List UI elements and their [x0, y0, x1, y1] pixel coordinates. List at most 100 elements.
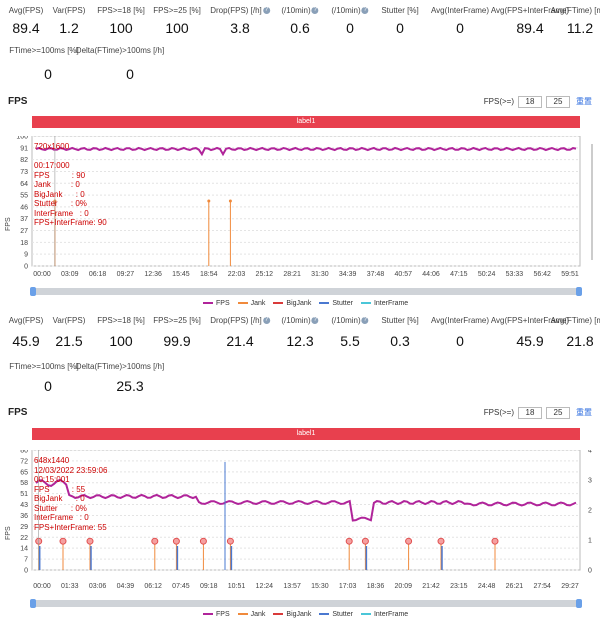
help-icon[interactable]: ? [361, 317, 369, 325]
stat-value: 21.8 [566, 333, 594, 349]
jank-point [151, 537, 159, 545]
legend-item-jank[interactable]: Jank [250, 611, 266, 618]
x-tick-label: 09:18 [200, 583, 218, 590]
stat-label: FTime>=100ms [%] [9, 362, 79, 371]
stat-value: 100 [109, 20, 133, 36]
jank-point [199, 537, 207, 545]
label-banner[interactable]: label1 [32, 428, 580, 440]
label-banner[interactable]: label1 [32, 116, 580, 128]
stat-label: FPS>=18 [%] [97, 316, 145, 325]
scroll-handle-right[interactable] [576, 599, 582, 608]
x-tick-label: 06:12 [144, 583, 162, 590]
stat-label: Var(FPS) [52, 316, 86, 325]
stat-value: 25.3 [116, 378, 144, 394]
x-tick-label: 31:30 [311, 271, 329, 278]
fps-threshold-input-2[interactable]: 25 [546, 407, 570, 419]
stat-value: 0 [346, 20, 354, 36]
stat-label: Drop(FPS) [/h]? [210, 316, 270, 325]
jank-point [437, 537, 445, 545]
fps-threshold-input-2[interactable]: 25 [546, 96, 570, 108]
x-tick-label: 23:15 [450, 583, 468, 590]
legend-item-fps[interactable]: FPS [216, 611, 230, 618]
stat-value: 0 [456, 333, 464, 349]
x-tick-label: 00:00 [33, 583, 51, 590]
legend-swatch [237, 613, 248, 616]
fps-threshold-input-1[interactable]: 18 [518, 407, 542, 419]
stat-value: 3.8 [230, 20, 250, 36]
x-tick-label: 25:12 [256, 271, 274, 278]
x-tick-label: 15:30 [311, 583, 329, 590]
scroll-handle-left[interactable] [30, 287, 36, 296]
help-icon[interactable]: ? [262, 317, 270, 325]
fps-chart[interactable]: 100 91 82 73 64 55 46 37 27 18 9 0 FPS 00:00 03:09 06:1… [0, 136, 600, 288]
stat-value: 0 [44, 66, 52, 82]
stat-label: (/10min)? [331, 316, 369, 325]
reset-button[interactable]: 重置 [576, 408, 592, 418]
jank-point [207, 199, 211, 203]
x-tick-label: 27:54 [533, 583, 551, 590]
x-tick-label: 01:33 [61, 583, 79, 590]
y-axis-label: FPS [5, 526, 12, 540]
legend-item-bigjank[interactable]: BigJank [286, 611, 312, 618]
stat-value: 89.4 [12, 20, 40, 36]
plot-frame [31, 450, 581, 571]
y-tick-label: 91 [20, 145, 28, 152]
stat-label: FPS>=25 [%] [153, 316, 201, 325]
y-tick-label: 46 [20, 204, 28, 211]
x-tick-label: 47:15 [450, 271, 468, 278]
stat-label: FTime>=100ms [%] [9, 46, 79, 55]
legend-item-bigjank[interactable]: BigJank [286, 300, 312, 307]
legend-item-interframe[interactable]: InterFrame [373, 300, 409, 307]
fps-threshold-controls: FPS(>=) 18 25 重置 [484, 96, 592, 108]
x-tick-label: 00:00 [33, 271, 51, 278]
jank-point [491, 537, 499, 545]
help-icon[interactable]: ? [311, 317, 319, 325]
stat-value: 5.5 [340, 333, 360, 349]
stat-value: 0.3 [390, 333, 410, 349]
x-tick-label: 06:18 [89, 271, 107, 278]
stat-value: 21.5 [55, 333, 83, 349]
stat-label: FPS>=18 [%] [97, 6, 145, 15]
x-tick-label: 07:45 [172, 583, 190, 590]
help-icon[interactable]: ? [262, 7, 270, 15]
stat-value: 0 [396, 20, 404, 36]
stat-value: 0 [456, 20, 464, 36]
fps-threshold-input-1[interactable]: 18 [518, 96, 542, 108]
y-tick-label: 0 [24, 264, 28, 271]
jank-point [226, 537, 234, 545]
plot-frame [31, 136, 581, 267]
legend-swatch [203, 302, 213, 305]
y-tick-label: 0 [24, 568, 28, 575]
jank-point [361, 537, 369, 545]
legend-item-stutter[interactable]: Stutter [332, 300, 353, 307]
reset-button[interactable]: 重置 [576, 97, 592, 107]
y-tick-label: 18 [20, 240, 28, 247]
legend-item-stutter[interactable]: Stutter [332, 611, 353, 618]
time-range-scrollbar[interactable] [30, 287, 582, 296]
legend-item-interframe[interactable]: InterFrame [373, 611, 409, 618]
stat-value: 100 [165, 20, 189, 36]
x-tick-label: 04:39 [117, 583, 135, 590]
time-range-scrollbar[interactable] [30, 599, 582, 608]
fps-series-line [35, 146, 577, 157]
legend-item-fps[interactable]: FPS [216, 300, 230, 307]
jank-point [172, 537, 180, 545]
x-tick-label: 21:42 [422, 583, 440, 590]
y-tick-label: 14 [20, 546, 28, 553]
fps-threshold-label: FPS(>=) [483, 97, 514, 107]
x-tick-label: 15:45 [172, 271, 190, 278]
help-icon[interactable]: ? [361, 7, 369, 15]
chart-legend: FPS Jank BigJank Stutter InterFrame [195, 300, 408, 307]
y-tick-label: 43 [20, 502, 28, 509]
x-tick-label: 28:21 [283, 271, 301, 278]
x-tick-label: 12:24 [256, 583, 274, 590]
legend-swatch [203, 613, 213, 616]
scroll-handle-right[interactable] [576, 287, 582, 296]
stat-label: Stutter [%] [381, 6, 419, 15]
scroll-handle-left[interactable] [30, 599, 36, 608]
help-icon[interactable]: ? [311, 7, 319, 15]
legend-swatch [237, 302, 248, 305]
x-tick-label: 56:42 [533, 271, 551, 278]
legend-item-jank[interactable]: Jank [250, 300, 266, 307]
